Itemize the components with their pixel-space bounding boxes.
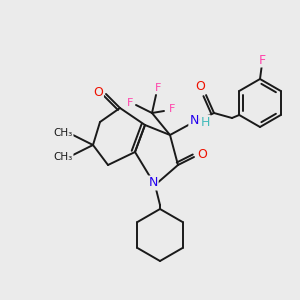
Text: O: O	[197, 148, 207, 161]
Text: F: F	[169, 104, 175, 114]
Text: F: F	[258, 53, 266, 67]
Text: H: H	[200, 116, 210, 128]
Text: N: N	[148, 176, 158, 190]
Text: CH₃: CH₃	[53, 152, 73, 162]
Text: CH₃: CH₃	[53, 128, 73, 138]
Text: F: F	[127, 98, 133, 108]
Text: O: O	[195, 80, 205, 94]
Text: F: F	[155, 83, 161, 93]
Text: O: O	[93, 85, 103, 98]
Text: N: N	[189, 113, 199, 127]
